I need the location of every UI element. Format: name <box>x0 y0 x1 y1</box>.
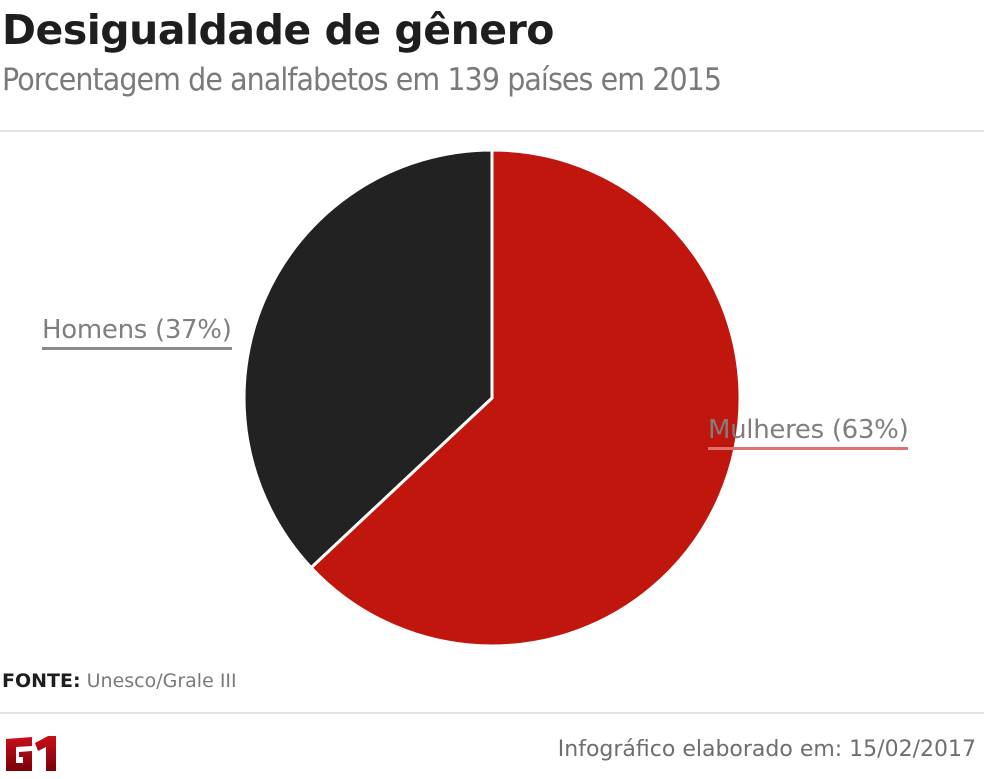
g1-logo-icon <box>6 736 56 771</box>
label-mulheres: Mulheres (63%) <box>708 414 909 450</box>
source-line: FONTE: Unesco/Grale III <box>2 670 237 692</box>
pie-slice-mulheres[interactable] <box>309 148 742 648</box>
pie-chart <box>242 148 742 648</box>
top-divider <box>0 130 984 132</box>
pie-slice-homens[interactable] <box>242 148 494 570</box>
source-label: FONTE: <box>2 670 81 692</box>
source-value: Unesco/Grale III <box>86 670 237 692</box>
bottom-divider <box>0 712 984 714</box>
chart-title: Desigualdade de gênero <box>2 6 554 54</box>
chart-subtitle: Porcentagem de analfabetos em 139 países… <box>2 62 722 98</box>
credit-text: Infográfico elaborado em: 15/02/2017 <box>557 737 976 762</box>
label-homens: Homens (37%) <box>42 314 232 350</box>
